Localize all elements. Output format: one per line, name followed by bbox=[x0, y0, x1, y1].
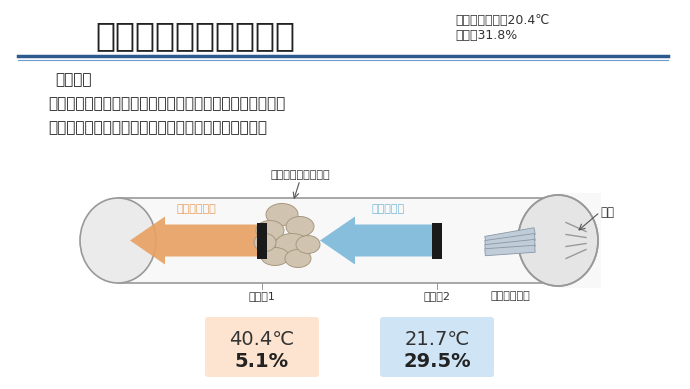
Bar bbox=[432, 223, 442, 259]
Bar bbox=[257, 223, 267, 259]
Polygon shape bbox=[485, 239, 535, 252]
Polygon shape bbox=[130, 217, 265, 265]
Text: 40.4℃: 40.4℃ bbox=[230, 330, 295, 349]
Text: 温度計1: 温度計1 bbox=[248, 291, 275, 301]
Text: 除湿・発熱能力の評価: 除湿・発熱能力の評価 bbox=[95, 19, 295, 53]
Bar bbox=[558, 193, 601, 288]
Text: 空気: 空気 bbox=[600, 206, 614, 219]
Ellipse shape bbox=[286, 217, 314, 237]
FancyBboxPatch shape bbox=[380, 317, 494, 377]
Text: ・ハスクレイが空気中の水分を取り込んだことで除湿した: ・ハスクレイが空気中の水分を取り込んだことで除湿した bbox=[48, 96, 285, 111]
Polygon shape bbox=[320, 217, 440, 265]
Text: 5.1%: 5.1% bbox=[235, 352, 289, 371]
Ellipse shape bbox=[256, 221, 284, 240]
Ellipse shape bbox=[285, 249, 311, 268]
Text: 湿った空気: 湿った空気 bbox=[371, 205, 404, 214]
Text: 29.5%: 29.5% bbox=[403, 352, 471, 371]
Text: 蓄熱したハスクレイ: 蓄熱したハスクレイ bbox=[270, 170, 330, 180]
Bar bbox=[118, 198, 558, 283]
Text: 温度計2: 温度計2 bbox=[424, 291, 451, 301]
FancyBboxPatch shape bbox=[205, 317, 319, 377]
Text: 21.7℃: 21.7℃ bbox=[404, 330, 470, 349]
Polygon shape bbox=[485, 228, 535, 243]
Ellipse shape bbox=[266, 203, 298, 226]
Ellipse shape bbox=[80, 198, 156, 283]
Ellipse shape bbox=[275, 233, 309, 256]
Polygon shape bbox=[485, 245, 535, 256]
Text: 【結果】: 【結果】 bbox=[55, 72, 92, 87]
Ellipse shape bbox=[261, 247, 289, 266]
Text: 乾燥した空気: 乾燥した空気 bbox=[176, 205, 216, 214]
Ellipse shape bbox=[518, 195, 598, 286]
Ellipse shape bbox=[254, 233, 276, 252]
Text: 実験日の温度は20.4℃
湿度は31.8%: 実験日の温度は20.4℃ 湿度は31.8% bbox=[455, 14, 549, 42]
Ellipse shape bbox=[296, 235, 320, 254]
Text: 濡らした雑巾: 濡らした雑巾 bbox=[490, 291, 530, 301]
Text: ・少量のハスクレイでも、空気を温めることができた: ・少量のハスクレイでも、空気を温めることができた bbox=[48, 120, 267, 135]
Polygon shape bbox=[485, 233, 535, 247]
